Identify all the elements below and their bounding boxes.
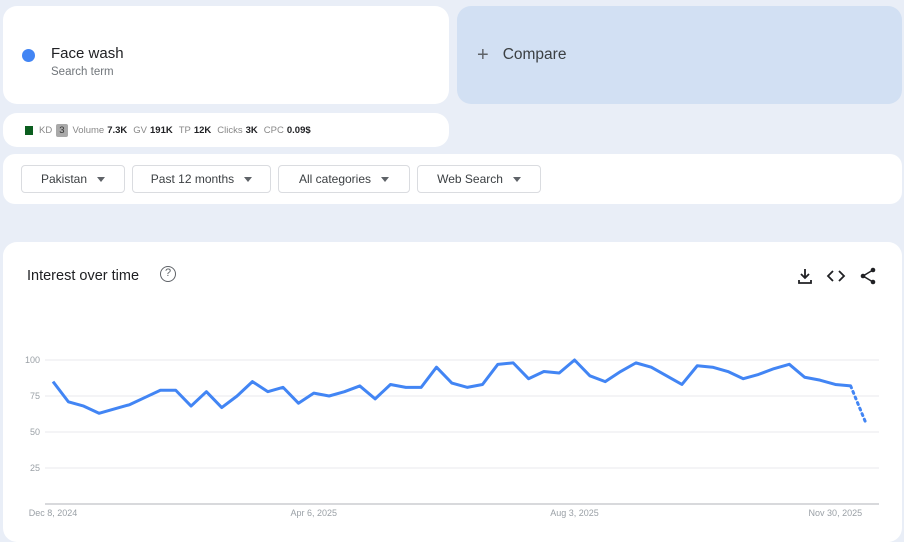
- term-color-dot: [22, 49, 35, 62]
- cpc-value: 0.09$: [287, 125, 311, 136]
- compare-label: Compare: [503, 46, 567, 64]
- filter-label: Past 12 months: [151, 172, 234, 186]
- filter-label: Pakistan: [41, 172, 87, 186]
- clicks-value: 3K: [246, 125, 258, 136]
- kd-value: 3: [56, 124, 67, 137]
- tp-value: 12K: [194, 125, 211, 136]
- search-term-name: Face wash: [51, 45, 124, 62]
- caret-down-icon: [244, 177, 252, 182]
- filter-category[interactable]: All categories: [278, 165, 410, 193]
- kd-label: KD: [39, 125, 52, 136]
- filter-label: Web Search: [437, 172, 503, 186]
- volume-value: 7.3K: [107, 125, 127, 136]
- share-icon[interactable]: [858, 266, 878, 286]
- filter-label: All categories: [299, 172, 371, 186]
- pakistan-flag-icon: [23, 126, 33, 135]
- caret-down-icon: [97, 177, 105, 182]
- clicks-label: Clicks: [217, 125, 242, 136]
- tp-label: TP: [179, 125, 191, 136]
- filter-location[interactable]: Pakistan: [21, 165, 125, 193]
- volume-label: Volume: [73, 125, 105, 136]
- compare-button[interactable]: + Compare: [457, 6, 902, 104]
- cpc-label: CPC: [264, 125, 284, 136]
- gv-value: 191K: [150, 125, 173, 136]
- filter-search-type[interactable]: Web Search: [417, 165, 541, 193]
- filters-bar: Pakistan Past 12 months All categories W…: [3, 154, 902, 204]
- chart-title: Interest over time: [27, 268, 139, 284]
- filter-time-range[interactable]: Past 12 months: [132, 165, 271, 193]
- caret-down-icon: [381, 177, 389, 182]
- search-term-subtitle: Search term: [51, 66, 114, 78]
- search-term-card[interactable]: Face wash Search term: [3, 6, 449, 104]
- plus-icon: +: [477, 44, 489, 67]
- caret-down-icon: [513, 177, 521, 182]
- gv-label: GV: [133, 125, 147, 136]
- embed-code-icon[interactable]: [826, 266, 846, 286]
- download-icon[interactable]: [795, 266, 815, 286]
- interest-over-time-card: Interest over time ?: [3, 242, 902, 542]
- help-icon[interactable]: ?: [160, 266, 176, 282]
